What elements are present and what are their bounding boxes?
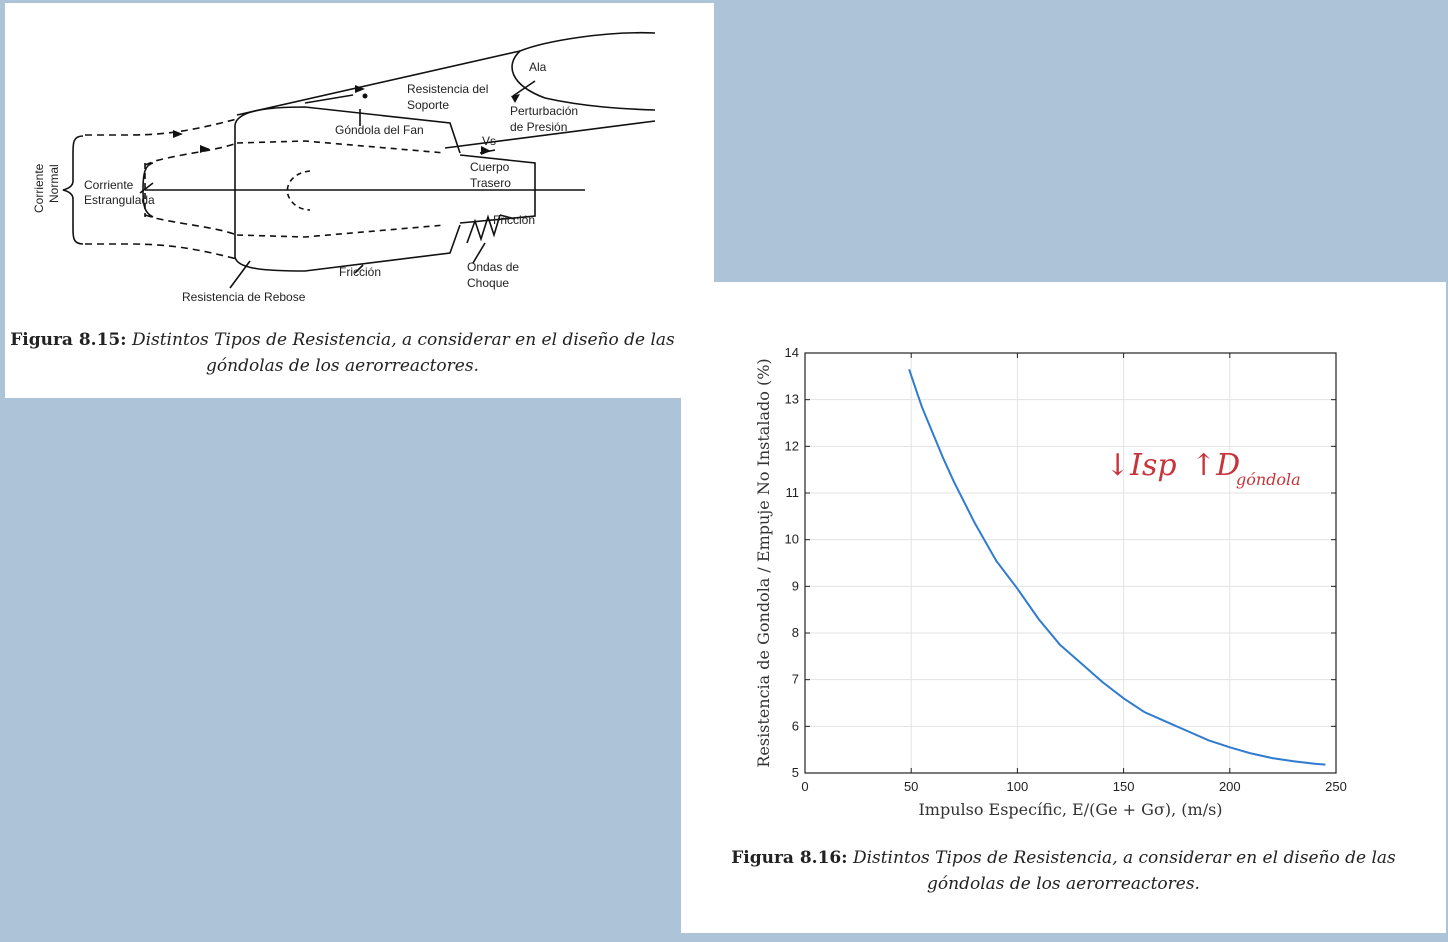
figure-8-16-caption: Figura 8.16: Distintos Tipos de Resisten… — [691, 845, 1436, 897]
handwritten-annotation: ↓Isp ↑D góndola — [1105, 448, 1301, 489]
stream-normal-upper — [85, 118, 238, 136]
chart-grid — [804, 352, 1337, 774]
label-vs: Vs — [482, 134, 496, 148]
figure-8-16-panel: 0 50 100 150 200 250 5 6 7 8 9 10 11 12 13 14 Impulso E… — [681, 282, 1446, 933]
label-friccion-bottom: Fricción — [339, 265, 381, 279]
figure-8-15-panel: Ala Resistencia del Soporte Perturbación… — [5, 3, 714, 398]
label-rebose: Resistencia de Rebose — [182, 290, 306, 304]
pylon-upper-line — [236, 50, 521, 116]
label-corriente-estrangulada-2: Estrangulada — [84, 193, 155, 207]
caption-label: Figura 8.15: — [10, 330, 127, 350]
label-cuerpo-2: Trasero — [470, 176, 511, 190]
x-tick-label: 100 — [1007, 779, 1029, 794]
label-perturbacion-1: Perturbación — [510, 104, 578, 118]
y-tick-label: 9 — [792, 578, 799, 593]
figure-8-15-caption: Figura 8.15: Distintos Tipos de Resisten… — [5, 327, 680, 379]
label-corriente-normal-1: Corriente — [32, 163, 46, 213]
label-friccion-rear: Fricción — [493, 213, 535, 227]
label-ondas-1: Ondas de — [467, 260, 519, 274]
annotation-d: ↑D — [1191, 448, 1240, 483]
chart-ticks: 0 50 100 150 200 250 5 6 7 8 9 10 11 12 13 14 — [785, 345, 1347, 794]
caption-label: Figura 8.16: — [731, 848, 848, 868]
nacelle-drag-diagram: Ala Resistencia del Soporte Perturbación… — [32, 31, 656, 304]
y-tick-label: 7 — [792, 672, 799, 687]
nacelle-lower — [234, 224, 461, 272]
label-gondola-fan: Góndola del Fan — [335, 123, 424, 137]
x-tick-label: 150 — [1113, 779, 1135, 794]
shock-waves — [466, 214, 501, 244]
y-tick-label: 13 — [785, 392, 799, 407]
y-tick-label: 10 — [785, 532, 799, 547]
x-tick-label: 250 — [1325, 779, 1347, 794]
y-tick-label: 14 — [785, 345, 799, 360]
nacelle-upper — [234, 106, 461, 154]
y-tick-label: 11 — [786, 485, 800, 500]
plot-frame — [804, 352, 1337, 774]
brace-normal — [62, 135, 84, 245]
caption-text: Distintos Tipos de Resistencia, a consid… — [852, 848, 1396, 894]
x-tick-label: 50 — [904, 779, 918, 794]
stream-normal-lower — [85, 243, 238, 260]
label-cuerpo-1: Cuerpo — [470, 160, 510, 174]
stream-throttle-lower — [144, 214, 238, 236]
stream-throttle-upper — [144, 142, 238, 166]
y-tick-label: 6 — [792, 718, 799, 733]
label-corriente-estrangulada-1: Corriente — [84, 178, 134, 192]
label-ala: Ala — [529, 60, 547, 74]
series-line — [908, 368, 1326, 766]
annotation-sub: góndola — [1236, 470, 1301, 489]
label-ondas-2: Choque — [467, 276, 509, 290]
x-axis-label: Impulso Específic, E/(Ge + Gσ), (m/s) — [918, 800, 1222, 819]
y-axis-label: Resistencia de Gondola / Empuje No Insta… — [754, 358, 773, 767]
pylon-lower-line — [444, 120, 656, 149]
y-tick-label: 12 — [785, 438, 799, 453]
label-resistencia-soporte-1: Resistencia del — [407, 82, 488, 96]
y-tick-label: 8 — [792, 625, 799, 640]
x-tick-label: 200 — [1219, 779, 1241, 794]
label-perturbacion-2: de Presión — [510, 120, 567, 134]
annotation-isp: ↓Isp — [1105, 448, 1177, 483]
label-resistencia-soporte-2: Soporte — [407, 98, 449, 112]
x-tick-label: 0 — [801, 779, 808, 794]
drag-vs-specific-impulse-chart: 0 50 100 150 200 250 5 6 7 8 9 10 11 12 13 14 Impulso E… — [754, 345, 1347, 819]
y-tick-label: 5 — [792, 765, 799, 780]
caption-text: Distintos Tipos de Resistencia, a consid… — [131, 330, 675, 376]
label-corriente-normal-2: Normal — [47, 164, 61, 203]
wing-shape — [511, 31, 656, 111]
